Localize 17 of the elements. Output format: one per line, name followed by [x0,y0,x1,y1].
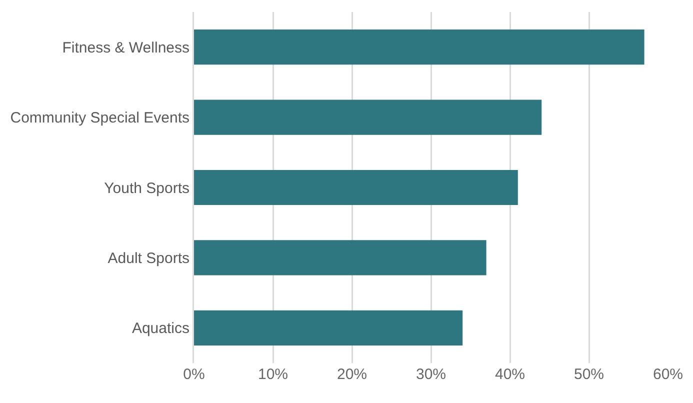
y-tick-label: Community Special Events [10,110,190,127]
x-tick-label: 40% [494,366,526,383]
bar [194,170,518,206]
x-tick-label: 60% [652,366,684,383]
y-tick-label: Fitness & Wellness [62,39,190,56]
bar [194,30,644,65]
x-tick-label: 20% [336,366,368,383]
x-tick-label: 10% [258,366,288,383]
y-tick-label: Youth Sports [104,180,190,197]
x-tick-label: 0% [183,366,205,383]
y-tick-label: Adult Sports [108,250,190,267]
x-tick-label: 30% [416,366,446,383]
bar [194,240,486,276]
y-tick-label: Aquatics [132,320,190,338]
x-tick-label: 50% [574,366,604,383]
bar [194,100,542,135]
bar [194,310,463,346]
